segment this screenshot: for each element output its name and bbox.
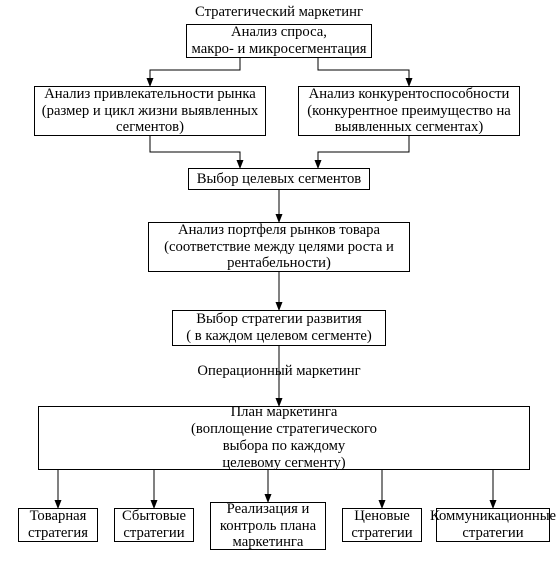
node-b3: Реализация иконтроль планамаркетинга — [210, 502, 326, 550]
node-text: Анализ спроса,макро- и микросегментация — [192, 24, 367, 58]
section-label-top: Стратегический маркетинг — [129, 4, 429, 21]
edge-n1-n3 — [318, 58, 409, 86]
node-n7: План маркетинга(воплощение стратегическо… — [38, 406, 530, 470]
node-n5: Анализ портфеля рынков товара(соответств… — [148, 222, 410, 272]
edge-n1-n2 — [150, 58, 240, 86]
node-text: Анализ привлекательности рынка(размер и … — [42, 86, 258, 137]
node-b5: Коммуникационныестратегии — [436, 508, 550, 542]
node-text: Реализация иконтроль планамаркетинга — [220, 501, 316, 552]
node-text: Товарнаястратегия — [28, 508, 88, 542]
node-n4: Выбор целевых сегментов — [188, 168, 370, 190]
node-n3: Анализ конкурентоспособности(конкурентно… — [298, 86, 520, 136]
edge-n3-n4 — [318, 136, 409, 168]
node-b1: Товарнаястратегия — [18, 508, 98, 542]
node-text: Выбор стратегии развития( в каждом целев… — [186, 311, 372, 345]
node-n2: Анализ привлекательности рынка(размер и … — [34, 86, 266, 136]
node-n6: Выбор стратегии развития( в каждом целев… — [172, 310, 386, 346]
node-text: Сбытовыестратегии — [122, 508, 186, 542]
edge-n2-n4 — [150, 136, 240, 168]
node-text: Ценовыестратегии — [351, 508, 412, 542]
node-text: План маркетинга(воплощение стратегическо… — [191, 404, 377, 471]
node-text: Анализ конкурентоспособности(конкурентно… — [307, 86, 511, 137]
node-text: Выбор целевых сегментов — [197, 171, 361, 188]
section-label-mid: Операционный маркетинг — [129, 363, 429, 380]
node-text: Анализ портфеля рынков товара(соответств… — [164, 222, 394, 273]
node-b4: Ценовыестратегии — [342, 508, 422, 542]
node-n1: Анализ спроса,макро- и микросегментация — [186, 24, 372, 58]
flowchart-canvas: Стратегический маркетинг Операционный мар… — [0, 0, 558, 579]
node-text: Коммуникационныестратегии — [430, 508, 556, 542]
node-b2: Сбытовыестратегии — [114, 508, 194, 542]
